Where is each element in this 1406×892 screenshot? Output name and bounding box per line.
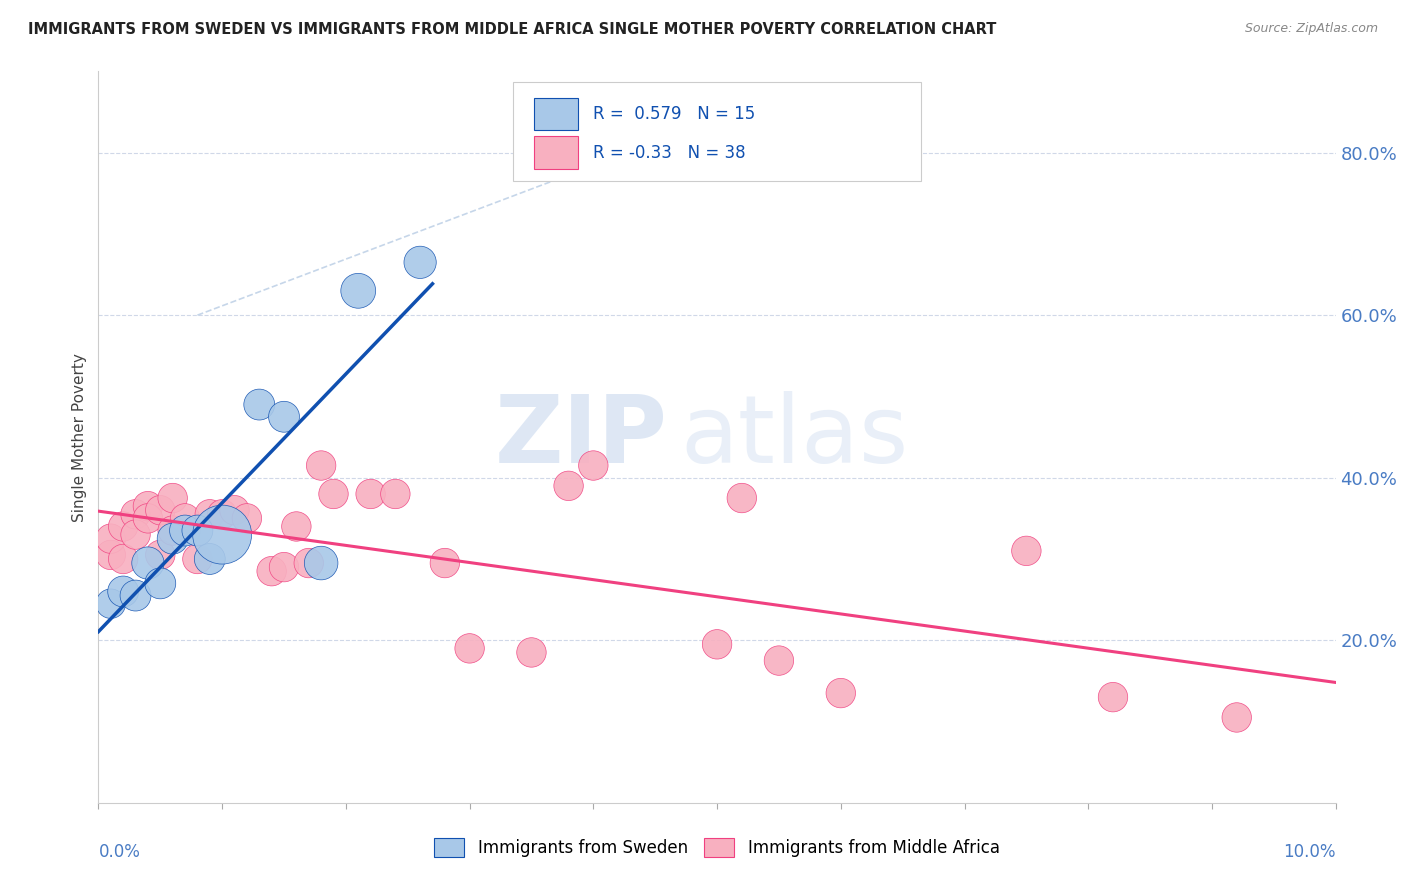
Point	[174, 524, 197, 538]
Point	[706, 637, 728, 651]
Point	[433, 556, 456, 570]
Point	[273, 409, 295, 424]
Point	[458, 641, 481, 656]
Point	[136, 499, 159, 513]
Point	[384, 487, 406, 501]
Point	[112, 584, 135, 599]
Point	[260, 564, 283, 578]
Point	[273, 560, 295, 574]
FancyBboxPatch shape	[534, 136, 578, 169]
Text: 10.0%: 10.0%	[1284, 843, 1336, 861]
Point	[211, 508, 233, 522]
Point	[174, 511, 197, 525]
Point	[347, 284, 370, 298]
Point	[149, 576, 172, 591]
Point	[162, 532, 184, 546]
Point	[198, 508, 221, 522]
Point	[1015, 544, 1038, 558]
Point	[100, 532, 122, 546]
Point	[186, 552, 208, 566]
Point	[198, 552, 221, 566]
Point	[162, 491, 184, 505]
Point	[830, 686, 852, 700]
Point	[124, 508, 146, 522]
Point	[112, 552, 135, 566]
Point	[1102, 690, 1125, 705]
Point	[186, 524, 208, 538]
Point	[360, 487, 382, 501]
Point	[100, 597, 122, 611]
Point	[247, 398, 270, 412]
Point	[557, 479, 579, 493]
Point	[149, 503, 172, 517]
Point	[520, 645, 543, 659]
Point	[224, 503, 246, 517]
Y-axis label: Single Mother Poverty: Single Mother Poverty	[72, 352, 87, 522]
Point	[285, 519, 308, 533]
Point	[322, 487, 344, 501]
Point	[298, 556, 321, 570]
Point	[768, 654, 790, 668]
Legend: Immigrants from Sweden, Immigrants from Middle Africa: Immigrants from Sweden, Immigrants from …	[427, 831, 1007, 864]
Point	[309, 458, 332, 473]
Point	[136, 556, 159, 570]
Text: atlas: atlas	[681, 391, 908, 483]
Point	[136, 511, 159, 525]
Point	[409, 255, 432, 269]
Text: ZIP: ZIP	[495, 391, 668, 483]
Point	[309, 556, 332, 570]
Point	[149, 548, 172, 562]
Text: R =  0.579   N = 15: R = 0.579 N = 15	[593, 104, 755, 123]
Text: 0.0%: 0.0%	[98, 843, 141, 861]
Point	[582, 458, 605, 473]
Point	[100, 548, 122, 562]
Point	[162, 524, 184, 538]
Point	[731, 491, 754, 505]
Point	[112, 519, 135, 533]
Point	[236, 511, 259, 525]
Text: Source: ZipAtlas.com: Source: ZipAtlas.com	[1244, 22, 1378, 36]
Point	[1226, 710, 1249, 724]
Point	[211, 527, 233, 541]
FancyBboxPatch shape	[513, 82, 921, 181]
Point	[124, 527, 146, 541]
Point	[124, 589, 146, 603]
Text: IMMIGRANTS FROM SWEDEN VS IMMIGRANTS FROM MIDDLE AFRICA SINGLE MOTHER POVERTY CO: IMMIGRANTS FROM SWEDEN VS IMMIGRANTS FRO…	[28, 22, 997, 37]
FancyBboxPatch shape	[534, 98, 578, 130]
Text: R = -0.33   N = 38: R = -0.33 N = 38	[593, 144, 747, 161]
